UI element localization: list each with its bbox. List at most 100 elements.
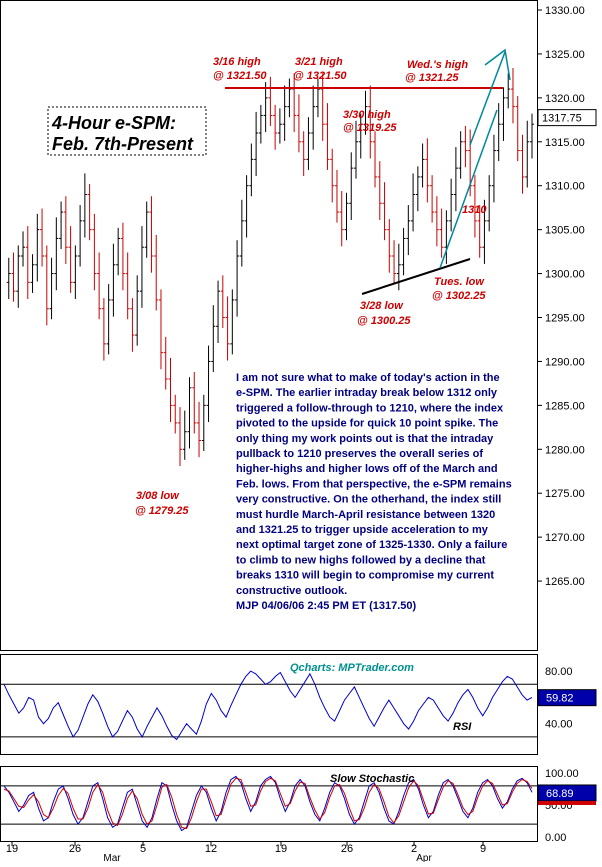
commentary-line: Feb. lows. From that perspective, the e-… bbox=[236, 478, 512, 490]
price-bar bbox=[106, 284, 111, 355]
annotation-line: @ 1279.25 bbox=[135, 505, 189, 517]
price-bar bbox=[487, 175, 492, 232]
chart-title: 4-Hour e-SPM: bbox=[51, 113, 176, 133]
chart-subtitle: Feb. 7th-Present bbox=[52, 134, 194, 154]
y-tick-label: 1300.00 bbox=[545, 269, 585, 281]
price-bar bbox=[344, 192, 349, 241]
annotation-3-21-high: 3/21 high @ 1321.50 bbox=[293, 56, 347, 82]
price-bar bbox=[315, 78, 320, 118]
annotation-3-30-high: 3/30 high @ 1319.25 bbox=[343, 109, 397, 134]
price-bar bbox=[30, 254, 35, 293]
price-bar bbox=[515, 96, 520, 162]
price-bar bbox=[292, 73, 297, 133]
x-month-label: Apr bbox=[416, 853, 432, 862]
commentary-line: next optimal target zone of 1325-1330. O… bbox=[236, 539, 507, 551]
price-bar bbox=[368, 85, 373, 159]
price-bar bbox=[225, 296, 230, 361]
x-month-label: Mar bbox=[103, 853, 121, 862]
target-arrow bbox=[484, 48, 511, 81]
price-bar bbox=[158, 289, 163, 370]
y-tick-label: 1275.00 bbox=[545, 488, 585, 500]
commentary-line: pivoted to the upside for quick 10 point… bbox=[236, 418, 498, 430]
commentary-line: e-SPM. The earlier intraday break below … bbox=[236, 387, 498, 399]
price-bar bbox=[16, 245, 21, 308]
commentary-line: only thing my work points out is that th… bbox=[236, 433, 494, 445]
price-bar bbox=[268, 76, 273, 126]
annotation-line: 3/28 low bbox=[360, 300, 404, 312]
price-bar bbox=[35, 213, 40, 282]
price-bar bbox=[44, 245, 49, 326]
price-bar bbox=[444, 210, 449, 264]
price-bar bbox=[439, 208, 444, 258]
stochastic-d-marker bbox=[538, 800, 596, 805]
y-tick-label: 1270.00 bbox=[545, 532, 585, 544]
price-bar bbox=[273, 104, 278, 150]
price-bar bbox=[235, 240, 240, 317]
price-bar bbox=[173, 394, 178, 434]
price-bar bbox=[320, 73, 325, 141]
price-bar bbox=[21, 231, 26, 267]
rsi-line bbox=[3, 670, 533, 741]
annotation-line: @ 1321.50 bbox=[213, 70, 267, 82]
price-bar bbox=[349, 152, 354, 220]
annotation-3-16-high: 3/16 high @ 1321.50 bbox=[213, 56, 267, 82]
commentary-line: pullback to 1210 preserves the overall s… bbox=[236, 448, 483, 460]
commentary-line: triggered a follow-through to 1210, wher… bbox=[236, 402, 504, 414]
annotation-line: @ 1302.25 bbox=[432, 290, 486, 302]
price-bar bbox=[182, 410, 187, 460]
price-bar bbox=[254, 111, 259, 177]
price-bar bbox=[187, 377, 192, 449]
annotation-line: @ 1321.25 bbox=[405, 72, 459, 84]
x-tick-label: 26 bbox=[341, 843, 353, 855]
price-bar bbox=[111, 243, 116, 317]
price-bar bbox=[192, 371, 197, 434]
rsi-tick-label: 40.00 bbox=[545, 719, 573, 731]
rsi-label: RSI bbox=[453, 721, 472, 733]
price-bar bbox=[377, 161, 382, 220]
price-bar bbox=[197, 401, 202, 458]
rsi-tick-label: 80.00 bbox=[545, 666, 573, 678]
price-bar bbox=[78, 205, 83, 267]
price-bar bbox=[49, 257, 54, 320]
price-bar bbox=[101, 298, 106, 361]
price-bar bbox=[11, 252, 16, 302]
price-bar bbox=[220, 275, 225, 329]
price-bar bbox=[73, 245, 78, 300]
x-tick-label: 2 bbox=[411, 843, 417, 855]
y-tick-label: 1330.00 bbox=[545, 5, 585, 17]
price-bar bbox=[263, 82, 268, 133]
channel-upper-line bbox=[469, 51, 506, 146]
x-tick-label: 12 bbox=[205, 843, 217, 855]
annotation-line: 3/16 high bbox=[213, 56, 261, 68]
price-bar bbox=[239, 199, 244, 267]
price-bar bbox=[82, 173, 87, 238]
price-bar bbox=[201, 394, 206, 452]
price-bar bbox=[301, 131, 306, 177]
price-bar bbox=[411, 173, 416, 232]
price-bar bbox=[373, 131, 378, 188]
price-bar bbox=[135, 275, 140, 346]
price-bar bbox=[59, 201, 64, 249]
price-bar bbox=[496, 103, 501, 162]
price-bar bbox=[420, 143, 425, 188]
x-tick-label: 9 bbox=[480, 843, 486, 855]
price-bar bbox=[406, 205, 411, 256]
last-price-box bbox=[537, 109, 597, 127]
annotation-3-08-low: 3/08 low @ 1279.25 bbox=[135, 490, 189, 517]
price-bar bbox=[211, 305, 216, 372]
channel-lower-line bbox=[439, 109, 498, 269]
commentary-text: I am not sure what to make of today's ac… bbox=[236, 372, 512, 612]
price-bar bbox=[97, 252, 102, 320]
stochastic-label: Slow Stochastic bbox=[330, 773, 414, 785]
price-bar bbox=[472, 175, 477, 238]
price-bar bbox=[178, 407, 182, 466]
price-bar bbox=[87, 183, 92, 241]
price-bar bbox=[482, 199, 487, 264]
price-bar bbox=[249, 143, 254, 197]
price-bar bbox=[296, 94, 301, 153]
price-bar bbox=[530, 113, 534, 159]
commentary-line: to climb to new highs followed by a decl… bbox=[236, 554, 486, 566]
price-bar bbox=[330, 148, 335, 203]
price-bar bbox=[363, 90, 368, 135]
price-bar bbox=[463, 125, 468, 168]
